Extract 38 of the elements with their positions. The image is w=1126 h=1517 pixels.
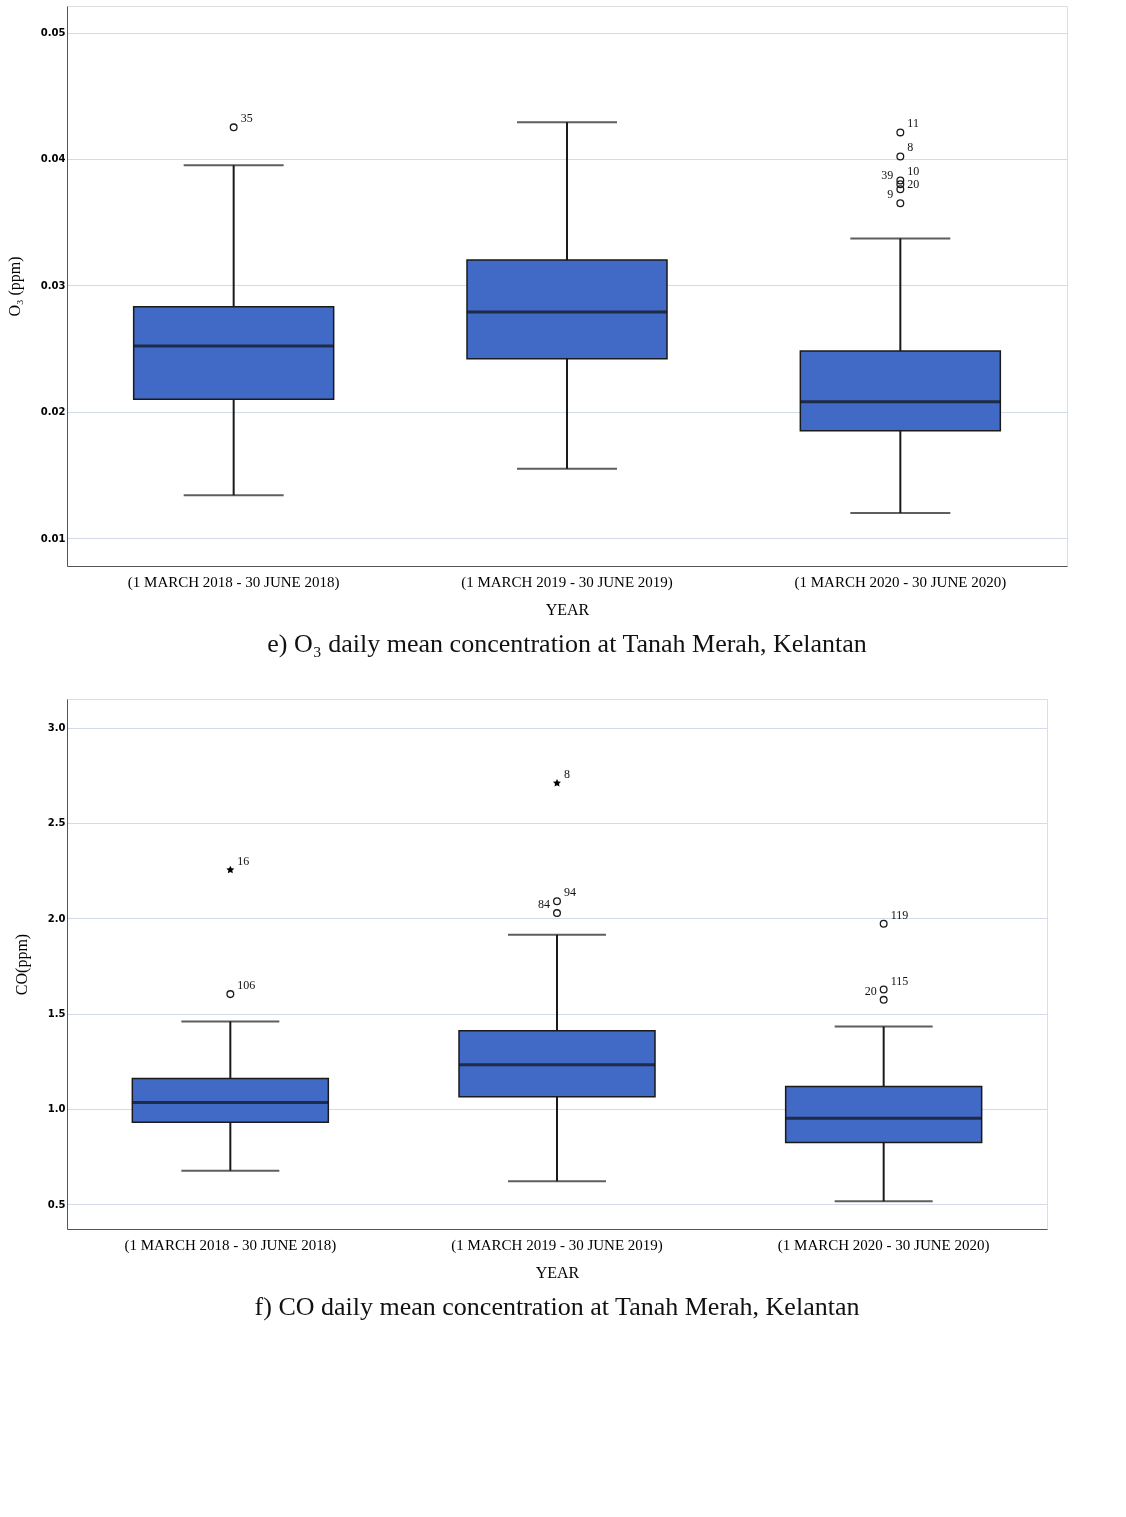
y-tick-label: 0.02 — [40, 406, 66, 418]
y-tick-label: 1.5 — [47, 1008, 66, 1020]
annotation: 11 — [907, 116, 919, 131]
x-tick-label: (1 MARCH 2020 - 30 JUNE 2020) — [794, 573, 1007, 591]
y-tick-label: 3.0 — [47, 722, 66, 734]
y-tick-label: 0.01 — [40, 532, 66, 544]
annotation: 119 — [890, 907, 909, 922]
x-tick-label: (1 MARCH 2019 - 30 JUNE 2019) — [451, 1236, 663, 1254]
y-tick-label: 2.5 — [47, 817, 66, 829]
x-tick-label: (1 MARCH 2020 - 30 JUNE 2020) — [777, 1236, 990, 1254]
annotation: 35 — [240, 111, 253, 126]
annotation: 9 — [887, 187, 894, 202]
y-tick-label: 0.5 — [47, 1198, 66, 1210]
y-tick-label: 2.0 — [47, 912, 66, 924]
annotation: 8 — [907, 140, 914, 155]
annotation: 106 — [237, 978, 256, 993]
annotation: 84 — [538, 897, 550, 912]
annotation: 94 — [564, 885, 576, 900]
text: f) CO daily mean concentration at Tanah Merah, Kelantan — [254, 1292, 860, 1321]
y-tick-label: 1.0 — [47, 1103, 66, 1115]
y-tick-label: 0.05 — [40, 27, 66, 39]
y-tick-label: 0.04 — [40, 153, 66, 165]
text: e) O₃ daily mean concentration at Tanah Merah, Kelantan — [267, 629, 867, 658]
annotation: 115 — [890, 973, 909, 988]
annotation: 20 — [907, 177, 920, 192]
x-tick-label: (1 MARCH 2018 - 30 JUNE 2018) — [124, 1236, 337, 1254]
x-axis-title: YEAR — [535, 1263, 580, 1281]
annotation: 16 — [237, 853, 250, 868]
annotation: 20 — [864, 983, 877, 998]
x-tick-label: (1 MARCH 2019 - 30 JUNE 2019) — [461, 573, 673, 591]
y-tick-label: 0.03 — [40, 279, 66, 291]
annotation: 10 — [907, 164, 920, 179]
annotation: 8 — [564, 767, 570, 782]
x-tick-label: (1 MARCH 2018 - 30 JUNE 2018) — [127, 573, 340, 591]
y-axis-title: CO(ppm) — [12, 933, 31, 996]
y-axis-title: O₃ (ppm) — [5, 256, 24, 317]
x-axis-title: YEAR — [545, 600, 590, 618]
annotation: 39 — [881, 168, 894, 183]
